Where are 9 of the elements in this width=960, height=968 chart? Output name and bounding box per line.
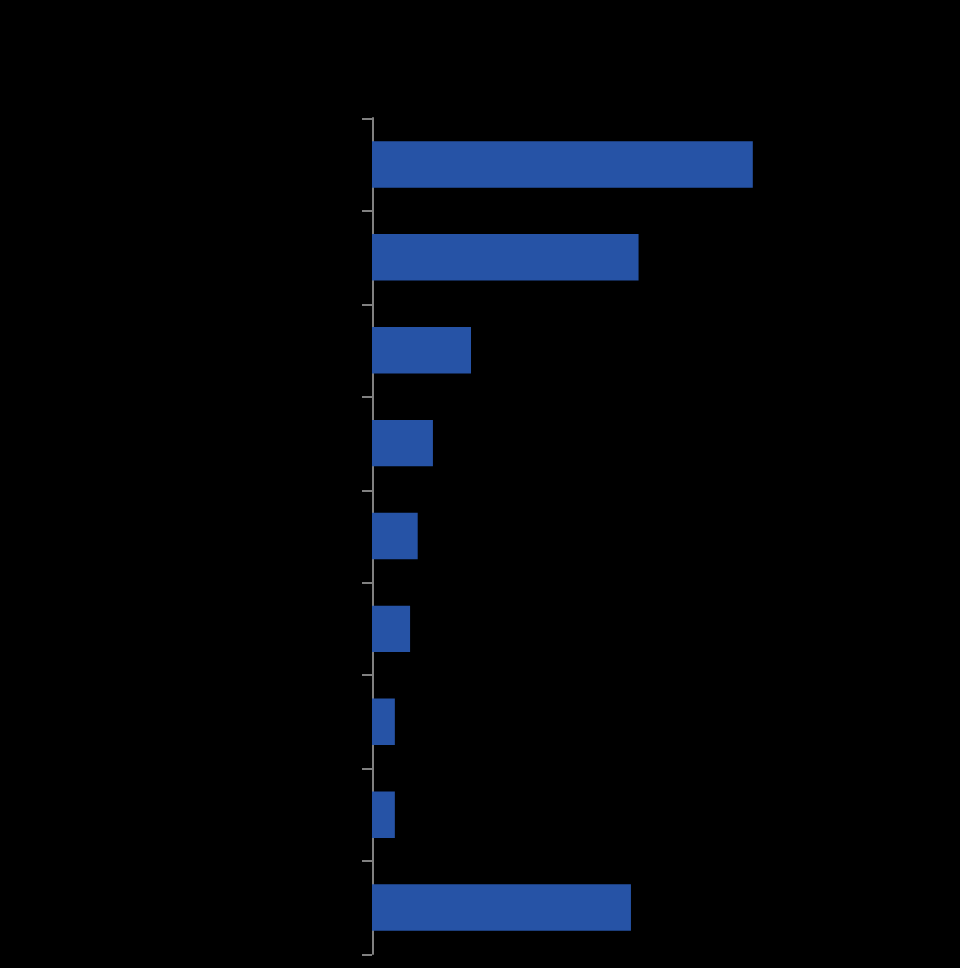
bar: [372, 698, 395, 745]
bar: [372, 791, 395, 838]
bar: [372, 141, 753, 188]
bar: [372, 419, 433, 467]
bar: [372, 605, 411, 653]
bar: [372, 234, 639, 281]
bar: [372, 512, 418, 560]
bar: [372, 327, 472, 374]
bar: [372, 884, 631, 931]
